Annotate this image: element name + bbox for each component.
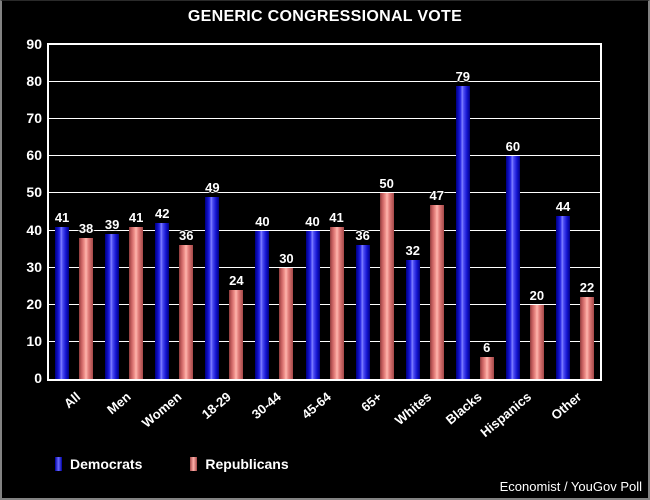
bar-value-label: 24 [229,272,244,288]
republicans-swatch-icon [190,457,198,471]
bar-group-hispanics: 60 20 [500,45,550,379]
x-axis-label-45-64: 45-64 [299,389,335,422]
bar-democrats-women: 42 [155,206,169,379]
y-axis-tick-label: 20 [26,295,42,312]
bar-group-blacks: 79 6 [450,45,500,379]
y-axis-tick-label: 90 [26,36,42,52]
chart-title: GENERIC CONGRESSIONAL VOTE [187,8,463,25]
bar-value-label: 30 [279,250,294,266]
bar-value-label: 60 [505,139,521,155]
x-axis-label-18-29: 18-29 [198,389,234,422]
gridline-70 [49,118,600,120]
x-axis-label-blacks: Blacks [442,389,485,428]
bar-value-label: 50 [379,176,394,192]
bar-value-label: 36 [355,228,370,244]
source-credit: Economist / YouGov Poll [499,479,642,494]
bar-democrats-other: 44 [556,199,570,379]
y-axis-tick-label: 60 [26,147,42,164]
gridline-30 [49,266,600,268]
gridline-40 [49,229,600,231]
y-axis-tick-label: 40 [26,221,42,238]
legend-label-democrats: Democrats [70,456,143,472]
y-axis-tick-label: 80 [26,73,42,90]
bar-group-18-29: 49 24 [199,45,249,379]
bar-group-45-64: 40 41 [299,45,349,379]
bar-republicans-65+: 50 [379,176,394,379]
x-axis-label-women: Women [138,389,184,431]
bar-group-other: 44 22 [550,45,600,379]
bar-value-label: 49 [205,180,220,196]
legend: Democrats Republicans [55,456,289,472]
bar-value-label: 38 [78,220,94,236]
bar-value-label: 39 [104,217,120,233]
bar-value-label: 36 [179,228,194,244]
bar-group-men: 39 41 [99,45,149,379]
bar-democrats-18-29: 49 [205,180,220,379]
bar-republicans-men: 41 [129,210,143,379]
bar-value-label: 41 [54,209,70,225]
bar-republicans-45-64: 41 [329,210,344,379]
bar-value-label: 6 [483,339,491,355]
bar-group-whites: 32 47 [400,45,450,379]
gridline-60 [49,155,600,157]
democrats-swatch-icon [55,457,62,471]
y-axis-tick-label: 50 [26,184,42,201]
legend-label-republicans: Republicans [205,456,289,472]
plot-area: 41 38 39 41 42 36 49 24 40 30 40 41 36 50 32 47 79 6 60 20 4… [47,43,602,381]
bar-group-65+: 36 50 [350,45,400,379]
bar-republicans-blacks: 6 [479,340,494,379]
y-axis-tick-label: 0 [34,370,42,386]
x-axis-label-men: Men [104,389,134,418]
y-axis-tick-label: 30 [26,258,42,275]
bar-value-label: 44 [555,198,571,214]
bar-democrats-blacks: 79 [456,69,470,379]
bar-republicans-other: 22 [580,280,594,379]
bar-value-label: 41 [329,209,344,225]
legend-item-democrats: Democrats [55,456,142,472]
x-axis-label-65+: 65+ [357,389,385,415]
bar-democrats-men: 39 [105,217,119,379]
bar-value-label: 32 [405,243,420,259]
bar-republicans-all: 38 [79,221,93,379]
bar-value-label: 47 [429,187,444,203]
y-axis-tick-label: 10 [26,332,42,349]
bar-group-30-44: 40 30 [249,45,299,379]
bar-group-all: 41 38 [49,45,99,379]
legend-item-republicans: Republicans [190,456,289,472]
bar-republicans-women: 36 [179,228,193,379]
bar-groups: 41 38 39 41 42 36 49 24 40 30 40 41 36 50 32 47 79 6 60 20 4… [49,45,600,379]
x-axis-label-other: Other [548,389,585,423]
bar-value-label: 42 [155,206,170,222]
gridline-80 [49,81,600,83]
bar-republicans-whites: 47 [429,188,444,379]
bar-democrats-all: 41 [55,210,69,379]
bar-democrats-45-64: 40 [305,214,320,379]
bar-democrats-hispanics: 60 [506,139,520,379]
x-axis-label-hispanics: Hispanics [477,389,535,440]
gridline-20 [49,303,600,305]
y-axis-tick-label: 70 [26,110,42,127]
x-axis-label-whites: Whites [392,389,435,428]
bar-republicans-hispanics: 20 [530,288,544,379]
bar-republicans-30-44: 30 [279,251,294,379]
gridline-10 [49,340,600,342]
bar-value-label: 79 [455,68,471,84]
bar-democrats-65+: 36 [355,228,370,379]
gridline-50 [49,192,600,194]
bar-value-label: 41 [128,209,144,225]
bar-democrats-whites: 32 [405,243,420,379]
bar-value-label: 40 [305,213,320,229]
bar-value-label: 22 [579,280,595,296]
bar-group-women: 42 36 [149,45,199,379]
bar-republicans-18-29: 24 [229,273,244,379]
bar-value-label: 20 [529,287,545,303]
x-axis-label-30-44: 30-44 [248,389,285,422]
bar-democrats-30-44: 40 [255,214,270,379]
bar-value-label: 40 [255,213,270,229]
x-axis-label-all: All [61,389,84,412]
